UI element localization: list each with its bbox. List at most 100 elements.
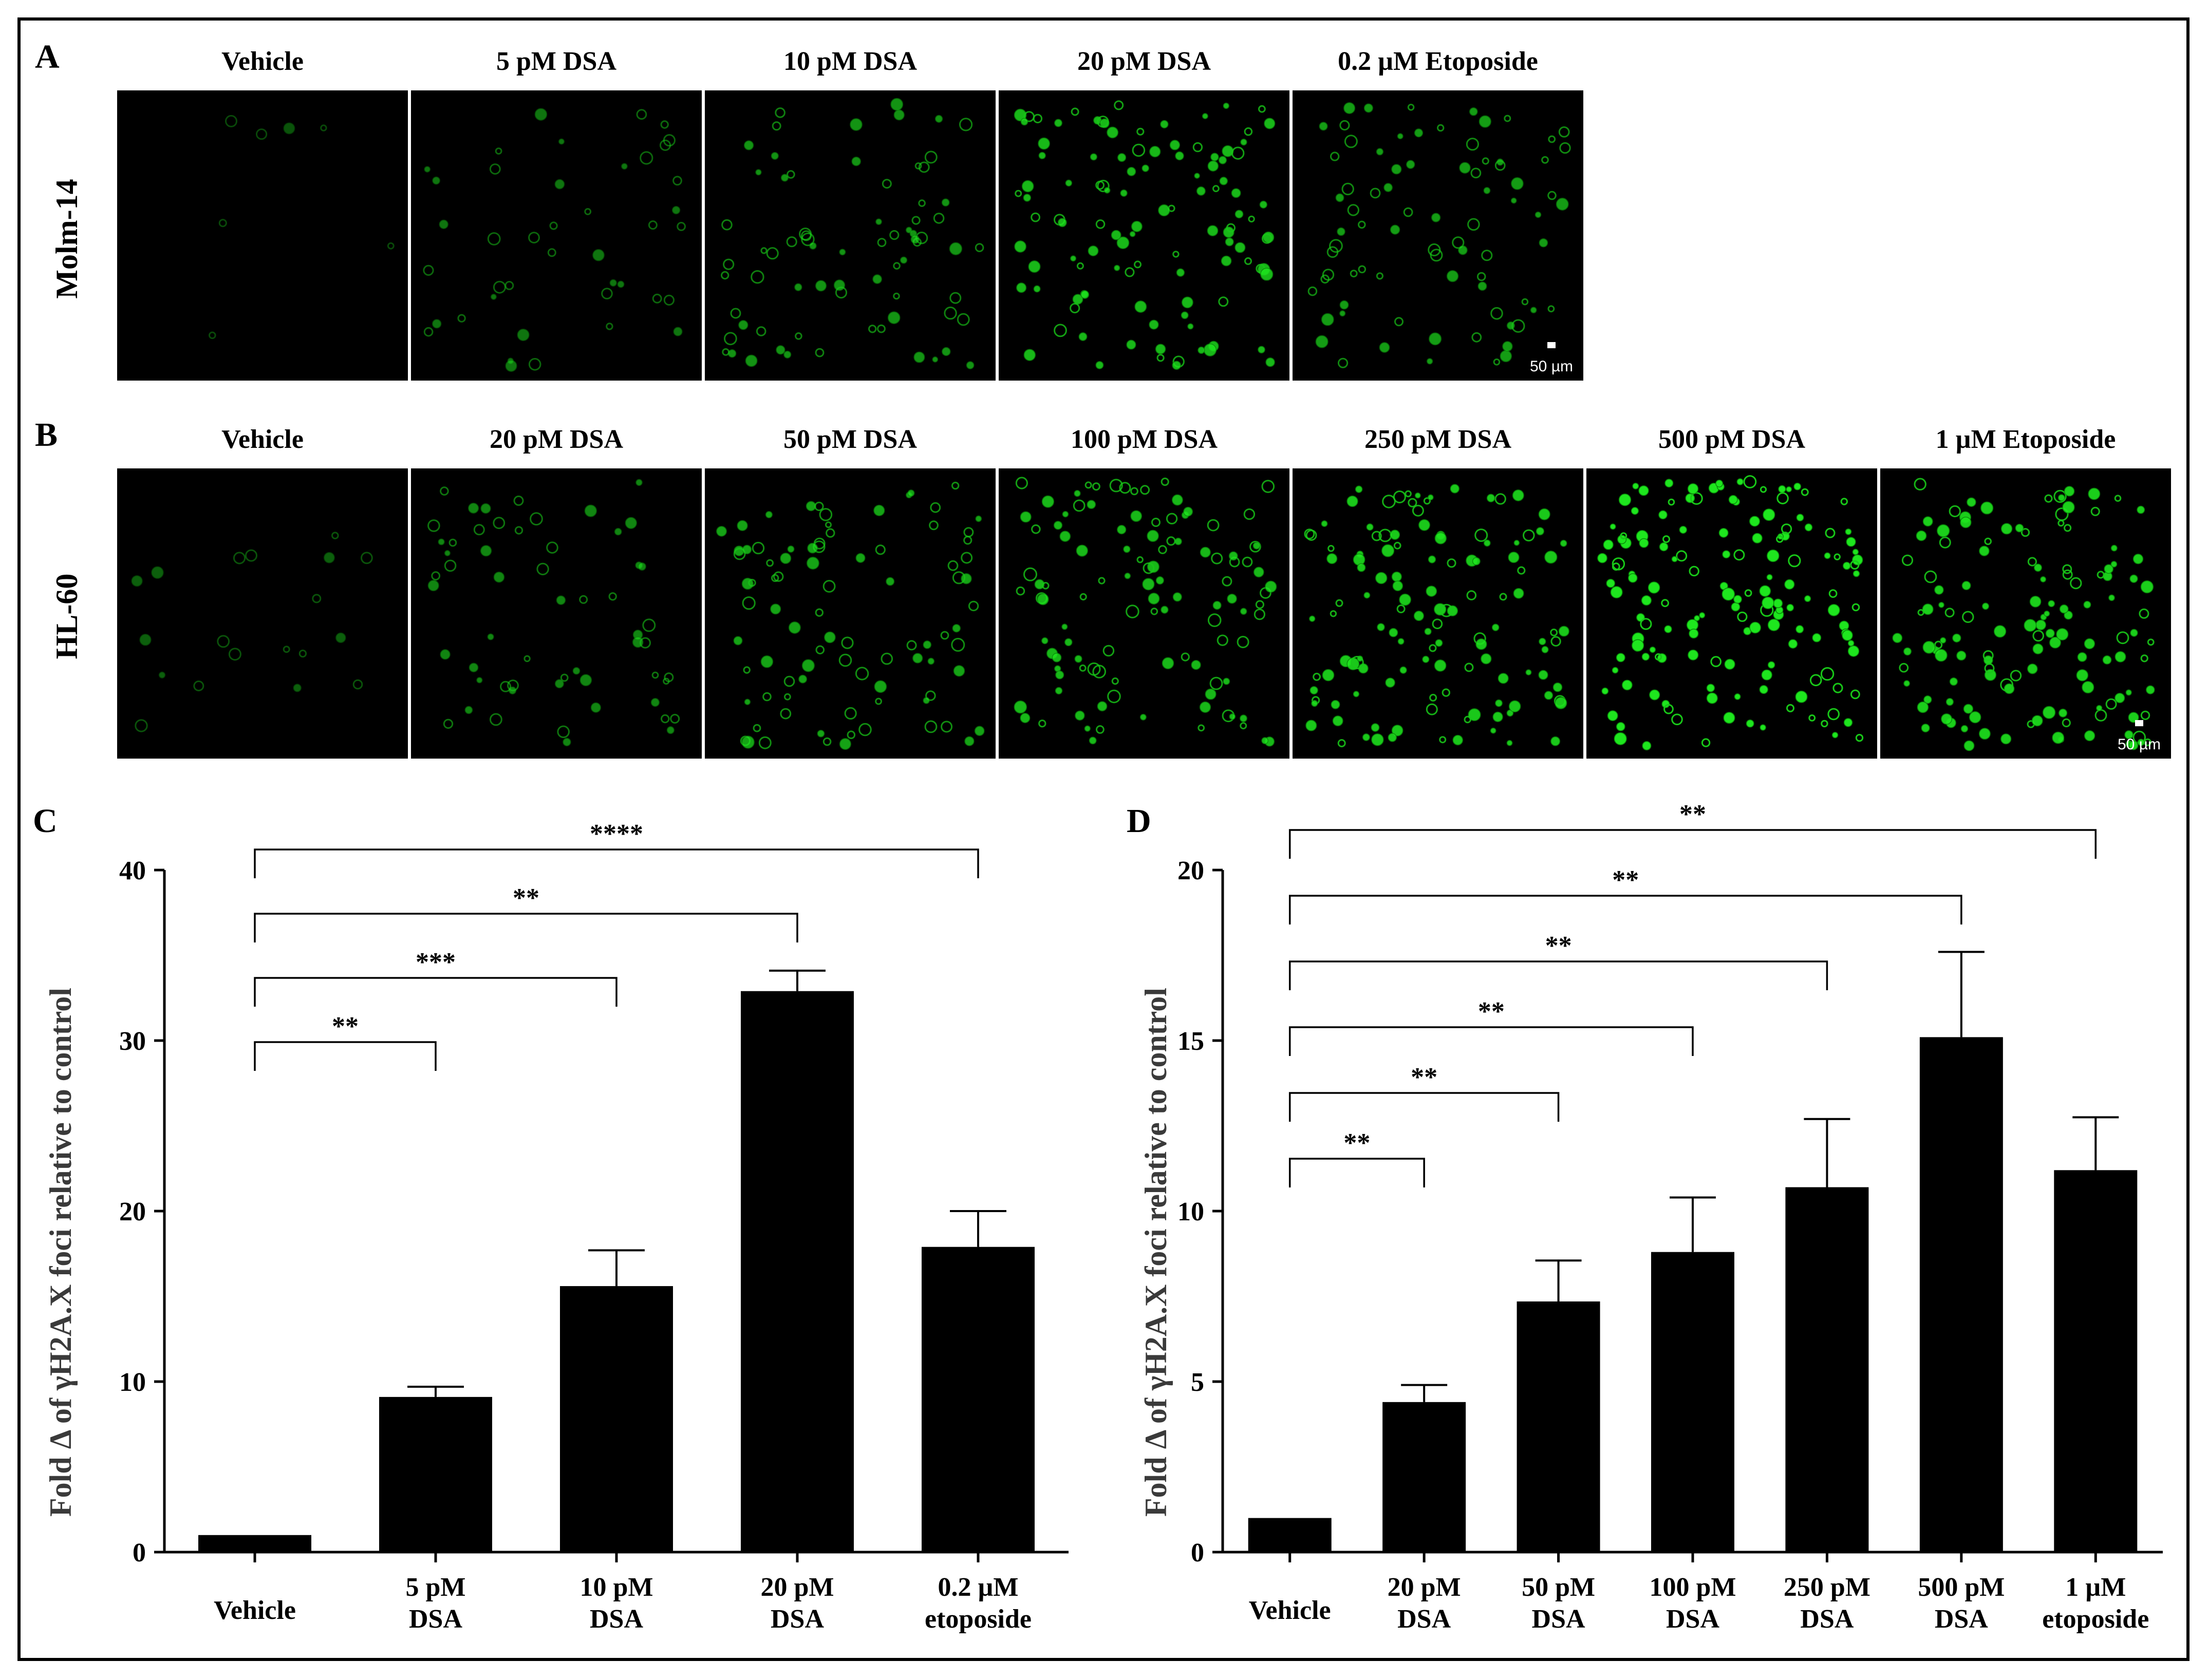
- fluorescent-cell: [1120, 189, 1128, 197]
- fluorescent-cell: [801, 659, 815, 672]
- fluorescent-cell: [1502, 341, 1513, 352]
- fluorescent-cell: [924, 720, 938, 733]
- fluorescent-cell: [361, 552, 373, 564]
- fluorescent-cell: [2062, 564, 2072, 574]
- fluorescent-cell: [2146, 685, 2155, 694]
- fluorescent-cell: [505, 360, 517, 372]
- fluorescent-cell: [1423, 497, 1431, 505]
- fluorescent-cell: [2115, 692, 2125, 704]
- column-label: 5 pM DSA: [496, 47, 616, 76]
- fluorescent-cell: [1261, 480, 1275, 493]
- fluorescent-cell: [1949, 505, 1961, 518]
- fluorescent-cell: [1490, 727, 1496, 734]
- fluorescent-cell: [968, 600, 979, 612]
- significance-label: **: [1679, 800, 1706, 829]
- fluorescent-cell: [1809, 674, 1822, 687]
- fluorescent-cell: [1483, 539, 1491, 547]
- fluorescent-cell: [1061, 624, 1068, 630]
- fluorescent-cell: [1494, 493, 1506, 505]
- fluorescent-cell: [1390, 530, 1400, 540]
- column-label: 100 pM DSA: [1071, 425, 1218, 454]
- fluorescent-cell: [1076, 262, 1084, 270]
- fluorescent-cell: [1087, 500, 1096, 509]
- fluorescent-cell: [1095, 180, 1105, 190]
- fluorescent-cell: [2064, 486, 2075, 497]
- fluorescent-cell: [787, 545, 795, 553]
- fluorescent-cell: [1132, 143, 1146, 157]
- fluorescent-cell: [298, 649, 307, 658]
- fluorescent-cell: [2042, 706, 2056, 719]
- fluorescent-cell: [1622, 679, 1633, 691]
- fluorescent-cell: [1521, 298, 1529, 306]
- fluorescent-cell: [1041, 495, 1055, 508]
- fluorescent-cell: [743, 666, 751, 674]
- fluorescent-cell: [1956, 650, 1967, 661]
- fluorescent-cell: [556, 595, 566, 605]
- fluorescent-cell: [579, 595, 588, 604]
- fluorescent-cell: [923, 697, 930, 704]
- fluorescent-cell: [1055, 687, 1063, 695]
- fluorescent-cell: [2129, 574, 2138, 583]
- fluorescent-cell: [743, 140, 754, 150]
- fluorescent-cell: [1664, 479, 1674, 488]
- fluorescent-cell: [1544, 551, 1558, 564]
- fluorescent-cell: [528, 232, 540, 244]
- fluorescent-cell: [1399, 593, 1411, 606]
- fluorescent-cell: [228, 648, 241, 661]
- significance-label: **: [1478, 997, 1505, 1026]
- fluorescent-cell: [1842, 630, 1853, 641]
- panel-label-c: C: [33, 802, 58, 840]
- fluorescent-cell: [788, 621, 801, 634]
- fluorescent-cell: [256, 128, 268, 140]
- fluorescent-cell: [1031, 212, 1040, 222]
- fluorescent-cell: [1901, 554, 1914, 567]
- fluorescent-cell: [652, 293, 662, 304]
- fluorescent-cell: [432, 176, 440, 185]
- fluorescent-cell: [432, 319, 442, 329]
- fluorescent-cell: [1984, 537, 1992, 545]
- fluorescent-cell: [1558, 626, 1569, 637]
- fluorescent-cell: [1309, 686, 1318, 695]
- fluorescent-cell: [1560, 540, 1567, 547]
- column-label: 0.2 µM Etoposide: [1338, 47, 1538, 76]
- fluorescent-cell: [872, 274, 882, 284]
- fluorescent-cell: [2000, 733, 2012, 745]
- fluorescent-cell: [560, 673, 569, 682]
- fluorescent-cell: [1126, 605, 1139, 618]
- fluorescent-cell: [1181, 311, 1189, 319]
- fluorescent-cell: [1961, 581, 1971, 591]
- fluorescent-cell: [890, 98, 904, 111]
- fluorescent-cell: [546, 541, 558, 554]
- fluorescent-cell: [1370, 187, 1381, 199]
- fluorescent-cell: [1786, 486, 1792, 493]
- fluorescent-cell: [801, 232, 815, 247]
- fluorescent-cell: [1358, 265, 1367, 274]
- fluorescent-cell: [1525, 669, 1532, 676]
- fluorescent-cell: [1429, 644, 1437, 652]
- fluorescent-cell: [1539, 637, 1546, 646]
- fluorescent-cell: [2034, 563, 2042, 572]
- column-label: 20 pM DSA: [490, 425, 623, 454]
- fluorescent-cell: [1422, 655, 1430, 663]
- fluorescent-cell: [2053, 489, 2067, 503]
- scale-bar-label: 50 µm: [1530, 358, 1573, 375]
- fluorescent-cell: [751, 270, 764, 284]
- fluorescent-cell: [1539, 238, 1548, 248]
- fluorescent-cell: [2000, 678, 2014, 692]
- fluorescent-cell: [887, 311, 901, 324]
- fluorescent-cell: [724, 332, 737, 346]
- fluorescent-cell: [1944, 608, 1955, 618]
- fluorescent-cell: [513, 495, 524, 506]
- fluorescent-cell: [1612, 557, 1625, 571]
- fluorescent-cell: [563, 738, 571, 746]
- fluorescent-cell: [1418, 519, 1430, 531]
- fluorescent-cell: [766, 559, 774, 567]
- fluorescent-cell: [1226, 223, 1236, 233]
- bar: [922, 1247, 1035, 1552]
- fluorescent-cell: [1175, 151, 1184, 161]
- fluorescent-cell: [780, 708, 792, 720]
- fluorescent-cell: [1434, 532, 1447, 544]
- fluorescent-cell: [1202, 113, 1208, 120]
- fluorescent-cell: [1389, 628, 1398, 637]
- fluorescent-cell: [930, 502, 941, 513]
